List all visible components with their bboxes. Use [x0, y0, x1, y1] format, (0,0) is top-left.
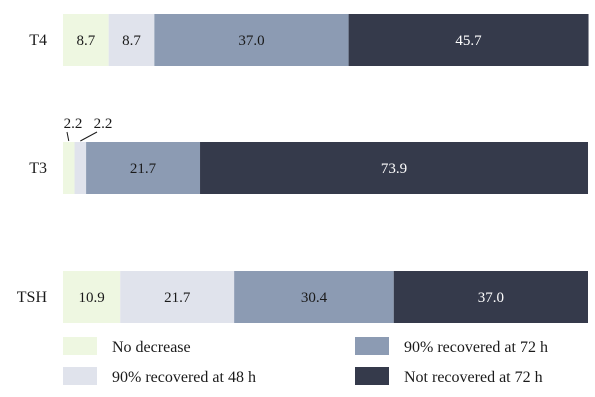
bar-segment-tsh-not-recovered-at-72-h [393, 271, 588, 323]
bar-segment-t4-90-recovered-at-72-h [154, 14, 349, 66]
category-label-t3: T3 [29, 160, 47, 177]
data-label-t3-no-decrease: 2.2 [64, 116, 83, 132]
legend-label-not-recovered-at-72-h: Not recovered at 72 h [404, 369, 543, 386]
data-label-tsh-no-decrease: 10.9 [78, 290, 104, 306]
bar-segment-t3-not-recovered-at-72-h [200, 142, 589, 194]
legend-item-no-decrease: No decrease [63, 337, 191, 356]
data-label-t4-90-recovered-at-48-h: 8.7 [122, 33, 141, 49]
legend-swatch-not-recovered-at-72-h [355, 367, 389, 385]
leader-line-t3-no-decrease [66, 131, 70, 142]
bar-segment-t3-no-decrease [63, 142, 75, 194]
legend-label-90-recovered-at-72-h: 90% recovered at 72 h [404, 339, 548, 356]
data-label-t4-not-recovered-at-72-h: 45.7 [455, 33, 482, 49]
data-label-t4-no-decrease: 8.7 [76, 33, 95, 49]
legend-swatch-no-decrease [63, 337, 97, 355]
data-label-t3-90-recovered-at-72-h: 21.7 [130, 161, 157, 177]
bar-segment-tsh-no-decrease [63, 271, 121, 323]
legend-swatch-90-recovered-at-48-h [63, 367, 97, 385]
bar-segment-t4-90-recovered-at-48-h [108, 14, 155, 66]
data-label-t3-90-recovered-at-48-h: 2.2 [94, 116, 113, 132]
bar-segment-t3-90-recovered-at-48-h [74, 142, 87, 194]
data-label-t3-not-recovered-at-72-h: 73.9 [381, 161, 407, 177]
legend-item-90-recovered-at-48-h: 90% recovered at 48 h [63, 367, 256, 386]
data-label-tsh-90-recovered-at-72-h: 30.4 [301, 290, 328, 306]
data-label-tsh-90-recovered-at-48-h: 21.7 [164, 290, 191, 306]
data-label-tsh-not-recovered-at-72-h: 37.0 [478, 290, 504, 306]
bars-group: 8.7 8.7 37.0 45.7 2.2 2.2 21.7 73.9 10.9 21.7 30.4… [63, 14, 589, 323]
legend-swatch-90-recovered-at-72-h [355, 337, 389, 355]
legend-label-no-decrease: No decrease [112, 339, 191, 356]
bar-segment-t4-not-recovered-at-72-h [348, 14, 589, 66]
legend-item-not-recovered-at-72-h: Not recovered at 72 h [355, 367, 543, 386]
leader-line-t3-90-recovered-at-48-h [80, 131, 98, 142]
category-label-tsh: TSH [17, 289, 48, 306]
category-label-t4: T4 [29, 32, 47, 49]
data-label-t4-90-recovered-at-72-h: 37.0 [238, 33, 264, 49]
bar-segment-tsh-90-recovered-at-48-h [120, 271, 235, 323]
bar-segment-tsh-90-recovered-at-72-h [234, 271, 394, 323]
legend: No decrease 90% recovered at 48 h 90% reco… [63, 337, 548, 386]
legend-item-90-recovered-at-72-h: 90% recovered at 72 h [355, 337, 548, 356]
category-labels: T4 T3 TSH [17, 32, 48, 306]
bar-segment-t3-90-recovered-at-72-h [86, 142, 201, 194]
legend-label-90-recovered-at-48-h: 90% recovered at 48 h [112, 369, 256, 386]
bar-segment-t4-no-decrease [63, 14, 109, 66]
